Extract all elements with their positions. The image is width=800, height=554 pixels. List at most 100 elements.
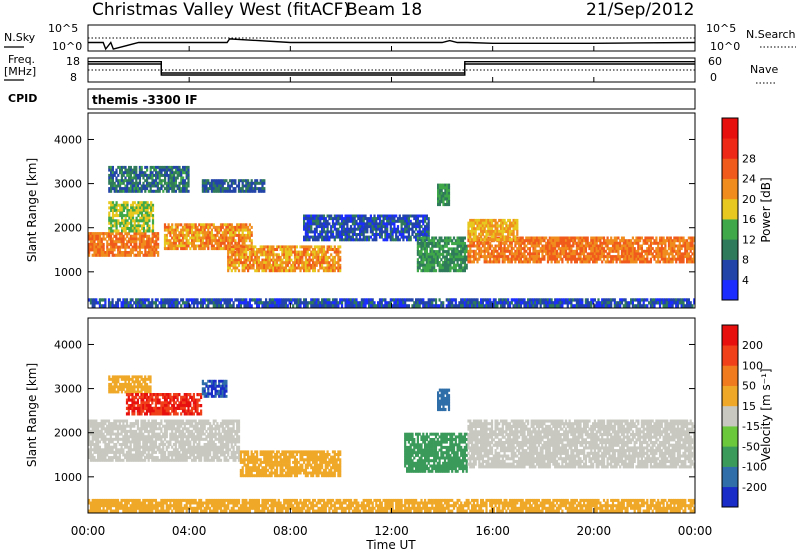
power-cells-cell bbox=[194, 247, 197, 251]
power-cells-cell bbox=[351, 298, 354, 302]
power-cells-cell bbox=[420, 269, 423, 273]
power-cells-cell bbox=[660, 241, 663, 245]
power-cells-cell bbox=[505, 257, 508, 261]
power-cells-cell bbox=[532, 252, 535, 256]
power-cells-cell bbox=[219, 179, 223, 183]
power-cells-cell bbox=[499, 255, 503, 259]
power-cells-cell bbox=[640, 244, 643, 248]
power-cells-cell bbox=[337, 261, 340, 265]
power-cells-cell bbox=[572, 255, 575, 259]
power-cells-cell bbox=[483, 298, 486, 302]
power-cells-cell bbox=[281, 263, 284, 267]
power-cells-cell bbox=[131, 240, 134, 244]
power-cells-cell bbox=[597, 304, 600, 308]
power-cells-cell bbox=[274, 258, 277, 262]
power-cells-cell bbox=[498, 236, 501, 240]
power-cells-cell bbox=[275, 301, 279, 305]
power-cells-cell bbox=[303, 248, 306, 251]
power-cells-cell bbox=[400, 217, 403, 221]
power-cells-cell bbox=[559, 241, 562, 245]
power-cells-cell bbox=[610, 301, 613, 305]
power-cells-cell bbox=[402, 227, 405, 231]
power-cells-cell bbox=[228, 248, 232, 251]
power-cells-cell bbox=[478, 304, 481, 308]
power-cells-cell bbox=[393, 225, 396, 229]
power-cells-cell bbox=[353, 219, 356, 223]
power-cells-cell bbox=[140, 234, 143, 238]
power-cells-cell bbox=[554, 247, 557, 251]
power-cells-cell bbox=[176, 239, 179, 243]
power-cells-cell bbox=[236, 258, 239, 262]
power-cells-cell bbox=[422, 301, 425, 305]
power-cells-cell bbox=[443, 250, 447, 254]
power-cells-cell bbox=[158, 179, 161, 183]
power-cells-cell bbox=[241, 236, 244, 240]
power-cells-cell bbox=[151, 173, 154, 177]
power-cells-cell bbox=[342, 217, 345, 221]
power-cells-cell bbox=[505, 255, 508, 259]
power-cells-cell bbox=[503, 255, 506, 259]
power-cells-cell bbox=[310, 217, 313, 221]
power-cells-cell bbox=[124, 248, 127, 252]
power-cells-cell bbox=[398, 298, 401, 302]
power-cells-cell bbox=[297, 263, 300, 267]
power-cells-cell bbox=[131, 219, 135, 223]
power-cells-cell bbox=[322, 245, 326, 249]
power-cells-cell bbox=[498, 252, 501, 256]
power-cells-cell bbox=[209, 233, 212, 237]
power-cells-cell bbox=[225, 179, 228, 183]
power-cells-cell bbox=[237, 301, 241, 305]
power-cells-cell bbox=[545, 249, 548, 253]
power-cells-cell bbox=[100, 251, 103, 255]
power-cells-cell bbox=[144, 189, 147, 193]
power-cells-cell bbox=[386, 235, 389, 239]
power-cells-cell bbox=[574, 249, 577, 253]
power-cells-cell bbox=[516, 218, 519, 223]
power-cells-cell bbox=[471, 232, 474, 236]
power-cells-cell bbox=[185, 223, 188, 227]
power-cells-cell bbox=[434, 298, 438, 302]
power-cells-cell bbox=[630, 249, 633, 253]
power-cells-cell bbox=[543, 304, 546, 308]
power-cells-cell bbox=[181, 233, 185, 237]
power-cells-cell bbox=[669, 244, 672, 248]
power-cells-cell bbox=[326, 261, 329, 265]
power-cells-cell bbox=[317, 222, 320, 226]
power-cells-cell bbox=[95, 298, 98, 302]
power-cells-cell bbox=[108, 237, 111, 241]
power-cells-cell bbox=[203, 244, 206, 248]
power-cells-cell bbox=[447, 200, 451, 204]
power-cells-cell bbox=[250, 248, 253, 251]
power-cells-cell bbox=[147, 251, 151, 255]
power-cells-cell bbox=[243, 225, 246, 229]
power-cells-cell bbox=[277, 266, 280, 270]
power-cells-cell bbox=[108, 221, 111, 225]
power-cells-cell bbox=[256, 187, 259, 191]
power-cells-cell bbox=[602, 247, 606, 251]
power-cells-cell bbox=[420, 244, 423, 248]
power-cells-cell bbox=[525, 249, 528, 253]
power-cells-cell bbox=[268, 269, 271, 273]
power-cells-cell bbox=[521, 247, 524, 251]
power-cells-cell bbox=[532, 236, 535, 240]
power-cells-cell bbox=[682, 244, 685, 248]
power-cells-cell bbox=[474, 218, 477, 223]
power-cells-cell bbox=[651, 301, 654, 305]
power-cells-cell bbox=[380, 222, 383, 226]
power-cells-cell bbox=[525, 236, 528, 240]
power-cells-cell bbox=[180, 244, 183, 248]
power-cells-cell bbox=[590, 301, 593, 305]
power-cells-cell bbox=[248, 231, 251, 235]
power-cells-cell bbox=[290, 269, 293, 273]
power-cells-cell bbox=[140, 242, 143, 246]
cpid-value: themis -3300 IF bbox=[92, 93, 198, 107]
power-cells-cell bbox=[141, 216, 144, 220]
power-cells-cell bbox=[237, 179, 241, 183]
power-cells-cell bbox=[219, 239, 223, 243]
power-cells-cell bbox=[382, 214, 385, 218]
power-cells-cell bbox=[445, 244, 448, 248]
power-cells-cell bbox=[516, 229, 519, 234]
power-cells-cell bbox=[162, 179, 165, 183]
power-cells-cell bbox=[171, 176, 174, 180]
power-cells-cell bbox=[615, 247, 618, 251]
